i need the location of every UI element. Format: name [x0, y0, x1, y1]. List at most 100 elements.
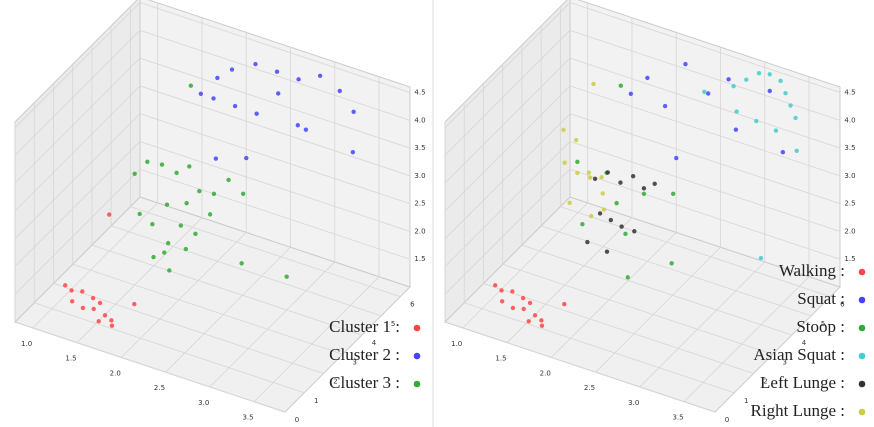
- point: [734, 109, 739, 114]
- point: [767, 88, 772, 94]
- point: [132, 171, 137, 177]
- legend-marker: [858, 352, 866, 360]
- grid-line: [72, 263, 343, 355]
- point: [198, 91, 204, 96]
- point: [793, 115, 798, 121]
- point: [69, 288, 74, 293]
- y-tick-label: 1: [314, 397, 318, 405]
- y-tick-label: 0: [725, 416, 729, 424]
- point: [164, 202, 170, 207]
- point: [295, 123, 301, 128]
- point: [780, 149, 786, 155]
- legend-label: Asian Squat :: [753, 345, 845, 364]
- grid-line: [569, 141, 841, 232]
- y-tick-label: 1: [744, 397, 748, 405]
- z-tick-label: 2.5: [414, 200, 425, 208]
- grid-line: [462, 202, 588, 329]
- grid-line: [91, 244, 363, 336]
- grid-line: [111, 225, 382, 317]
- grid-line: [569, 85, 841, 177]
- point: [303, 127, 309, 132]
- point: [215, 75, 220, 81]
- point: [493, 283, 498, 288]
- point: [510, 289, 515, 294]
- grid-line: [14, 113, 141, 239]
- point: [705, 91, 711, 96]
- point: [97, 300, 103, 306]
- point: [580, 221, 585, 227]
- point: [184, 200, 189, 206]
- point: [510, 305, 516, 311]
- point: [275, 91, 281, 96]
- point: [284, 274, 289, 279]
- legend-marker: [413, 324, 421, 332]
- grid-line: [139, 168, 411, 260]
- point: [756, 71, 762, 76]
- point: [539, 323, 545, 328]
- point: [754, 118, 759, 124]
- point: [778, 78, 783, 84]
- point: [589, 213, 594, 219]
- point: [107, 212, 112, 217]
- point: [239, 261, 244, 266]
- point: [193, 231, 198, 237]
- point: [90, 295, 96, 301]
- x-tick-label: 1.0: [21, 340, 32, 348]
- point: [591, 81, 596, 87]
- grid-line: [139, 2, 411, 93]
- point: [744, 77, 749, 82]
- point: [109, 318, 114, 323]
- y-tick-label: 5: [391, 320, 395, 328]
- y-tick-label: 4: [802, 339, 807, 347]
- point: [351, 109, 356, 114]
- point: [645, 75, 650, 81]
- point: [526, 319, 531, 324]
- grid-line: [560, 206, 831, 297]
- point: [592, 176, 598, 182]
- point: [499, 299, 505, 304]
- point: [244, 155, 249, 161]
- y-tick-label: 4: [372, 339, 377, 347]
- x-tick-label: 1.5: [65, 355, 76, 363]
- grid-line: [165, 246, 291, 373]
- point: [499, 288, 504, 293]
- grid-line: [32, 202, 158, 329]
- point: [132, 301, 137, 307]
- point: [178, 223, 184, 228]
- point: [96, 319, 101, 324]
- point: [232, 103, 238, 109]
- grid-line: [14, 321, 286, 413]
- point: [683, 61, 688, 67]
- point: [669, 261, 674, 266]
- point: [254, 111, 259, 116]
- point: [296, 77, 301, 82]
- point: [165, 240, 171, 246]
- point: [211, 96, 216, 101]
- point: [137, 211, 142, 217]
- z-tick-label: 3.5: [414, 144, 425, 152]
- point: [69, 299, 75, 304]
- legend-label: Walking :: [779, 261, 845, 280]
- z-tick-label: 4.5: [844, 89, 855, 97]
- point: [619, 224, 624, 229]
- point: [80, 305, 86, 311]
- grid-line: [464, 302, 735, 394]
- point: [317, 73, 323, 79]
- point: [211, 191, 217, 197]
- grid-line: [444, 168, 571, 295]
- grid-line: [683, 276, 810, 402]
- grid-line: [139, 113, 411, 205]
- point: [145, 159, 150, 165]
- point: [662, 103, 668, 109]
- x-tick-label: 2.0: [110, 369, 121, 377]
- point: [597, 211, 603, 216]
- grid-line: [14, 85, 141, 212]
- z-tick-label: 4.0: [844, 116, 855, 124]
- grid-line: [569, 168, 841, 260]
- point: [521, 306, 526, 312]
- grid-line: [253, 276, 380, 402]
- grid-line: [444, 30, 571, 156]
- point: [641, 191, 647, 197]
- point: [605, 170, 610, 175]
- point: [91, 306, 96, 312]
